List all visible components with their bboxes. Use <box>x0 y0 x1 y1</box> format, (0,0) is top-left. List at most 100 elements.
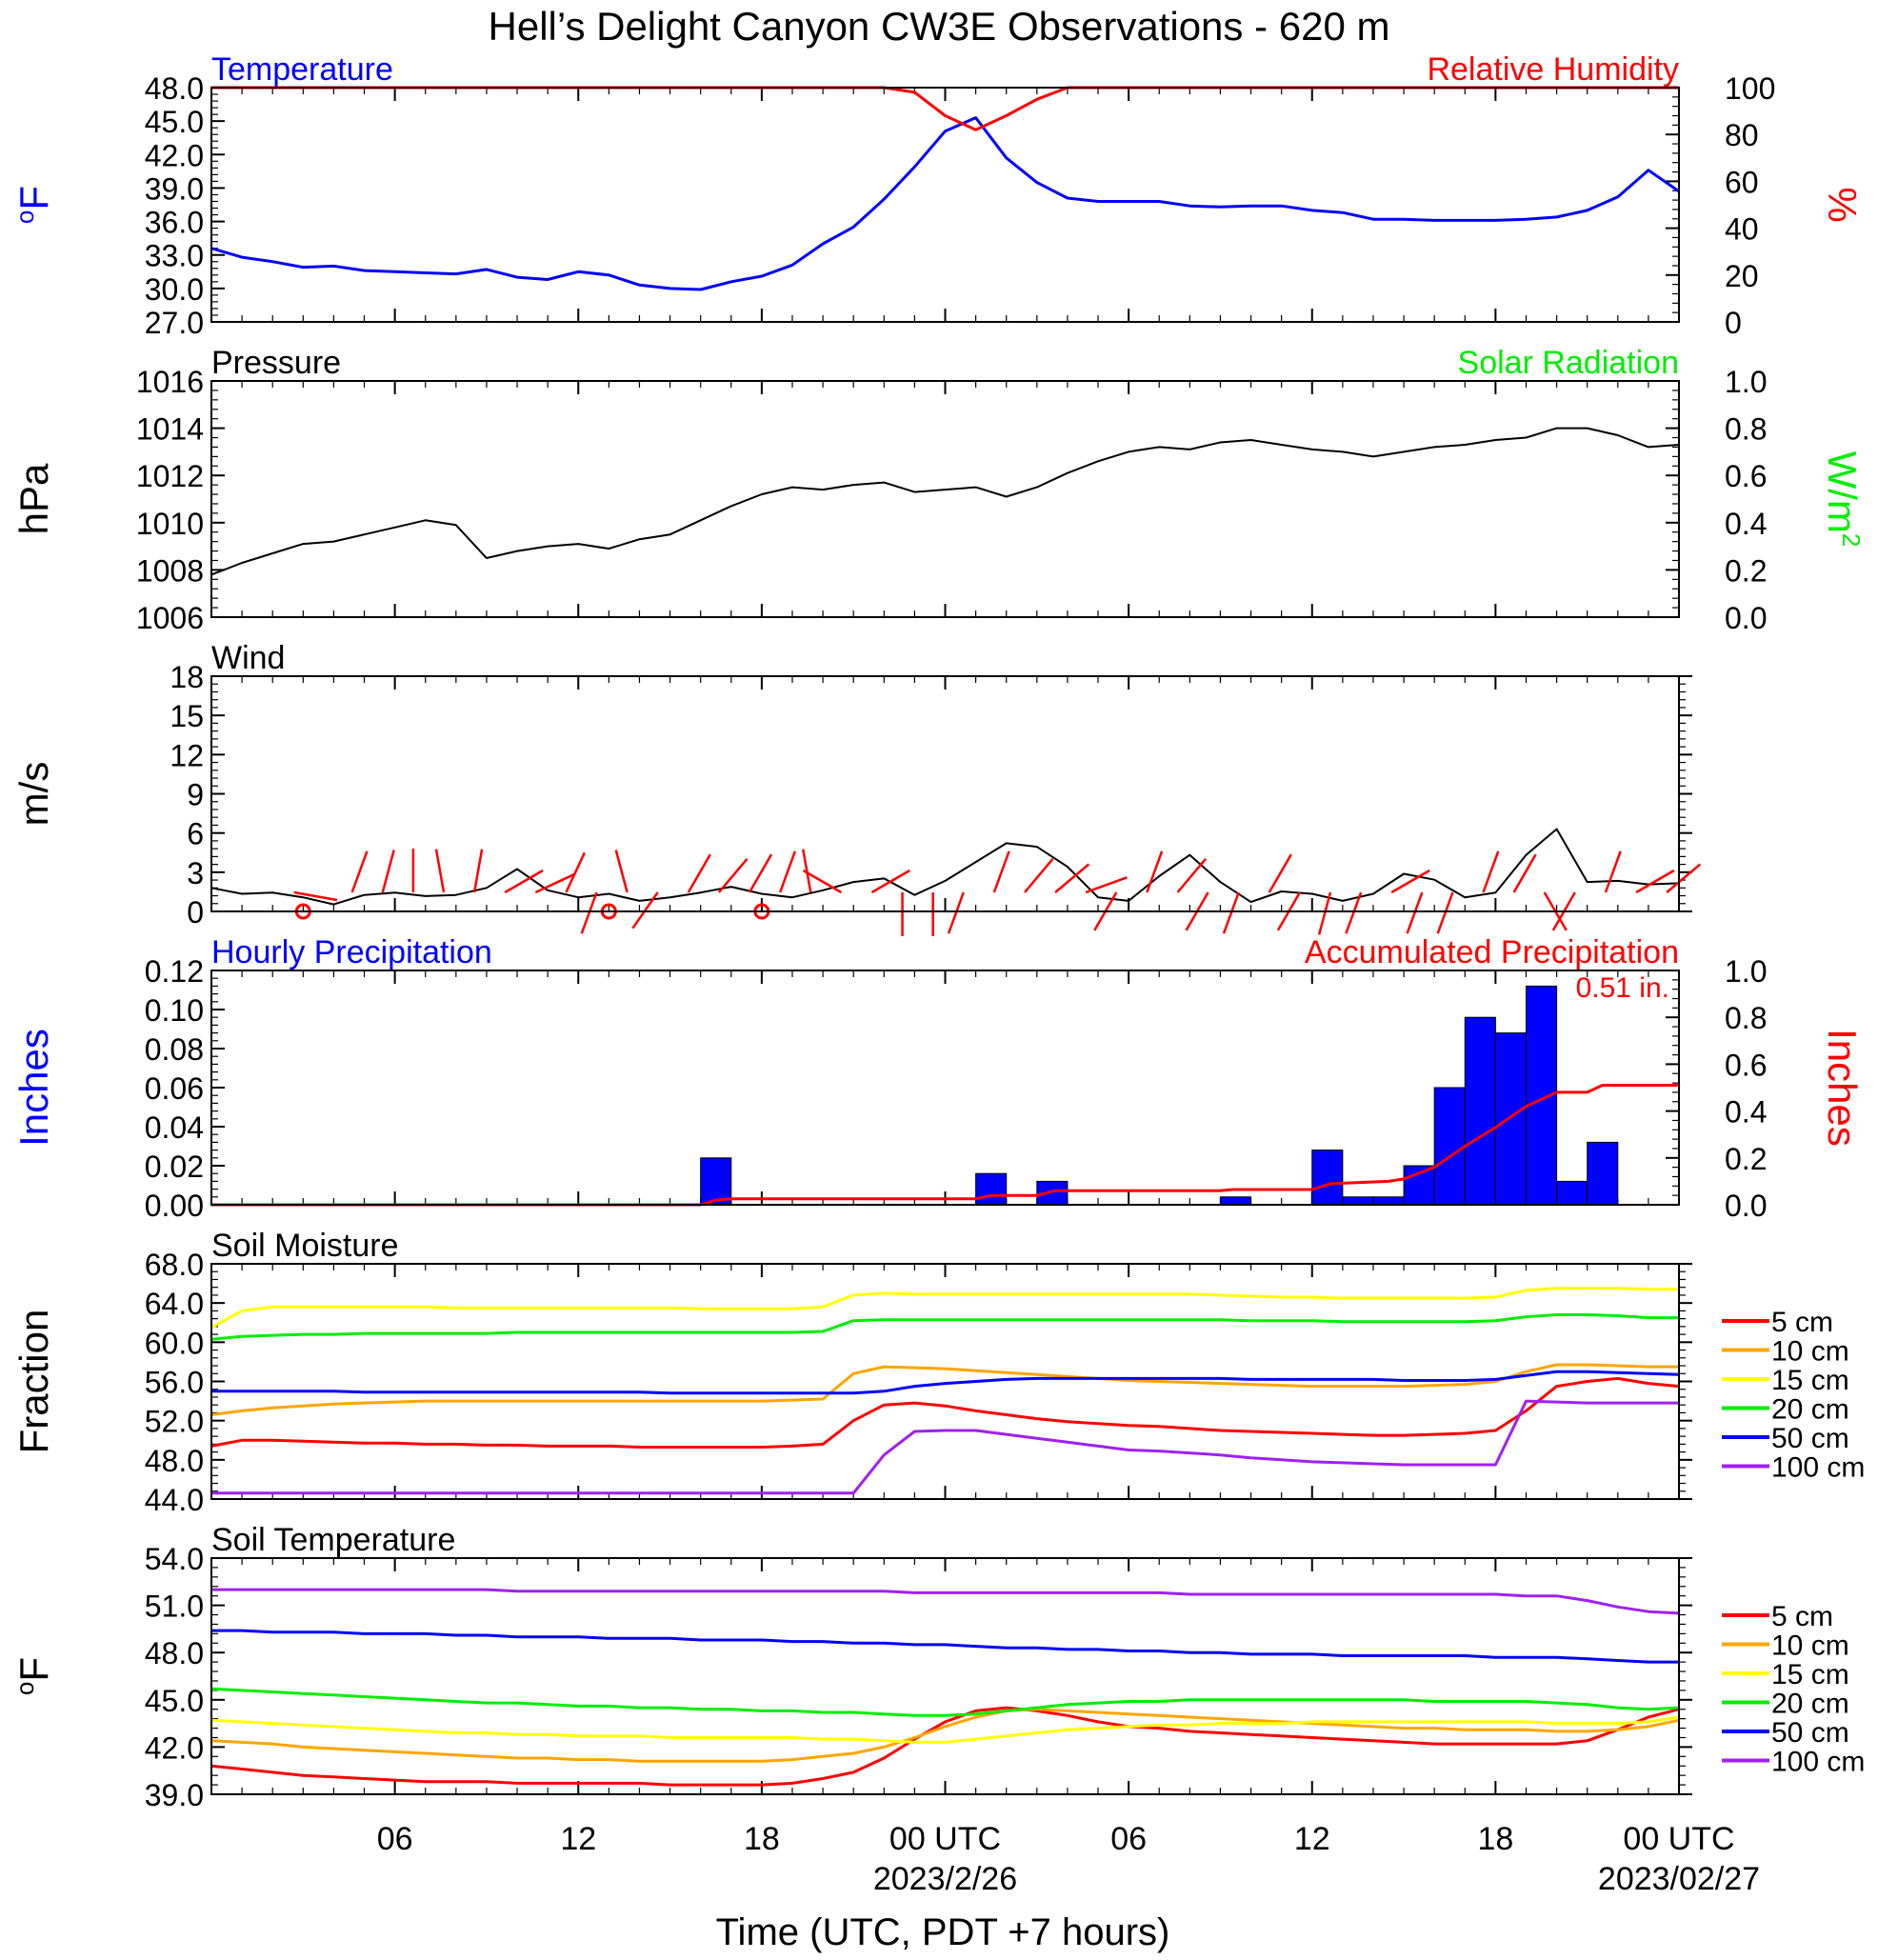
wind-barb <box>504 869 544 894</box>
panel-frame <box>210 675 1680 912</box>
y-tick-label: 60.0 <box>145 1326 204 1360</box>
y-tick-label: 1006 <box>136 601 204 635</box>
y2-tick-label: 1.0 <box>1725 954 1767 989</box>
y-tick-label: 0.12 <box>145 954 204 989</box>
wind-barb <box>614 850 629 893</box>
wind-barb <box>350 850 369 893</box>
y2-tick-label: 20 <box>1725 259 1759 293</box>
panel-temp_rh: 27.030.033.036.039.042.045.048.0 0 20 40 60 8… <box>10 51 1865 340</box>
y-tick-label: 56.0 <box>145 1366 204 1400</box>
y2-tick-label: 0.8 <box>1725 1001 1767 1035</box>
hourly-precip-bar <box>1372 1196 1405 1206</box>
series-line-100-cm <box>211 1399 1679 1495</box>
wind-barb <box>1222 891 1240 934</box>
legend-label: 15 cm <box>1771 1365 1849 1396</box>
wind-barb <box>1024 857 1054 893</box>
y2-tick-label: 0.0 <box>1725 1189 1767 1223</box>
wind-barb <box>1666 863 1702 893</box>
series-line-50-cm <box>211 1629 1679 1664</box>
wind-barb <box>1146 850 1164 893</box>
y2-tick-label: 0.2 <box>1725 553 1767 588</box>
wind-barb <box>434 849 446 893</box>
y-tick-label: 1014 <box>136 412 204 447</box>
y-tick-label: 6 <box>187 817 204 851</box>
wind-barb <box>580 891 598 934</box>
panel-title-right: Accumulated Precipitation <box>1305 934 1679 970</box>
hourly-precip-bar <box>975 1172 1008 1206</box>
series-line-15-cm <box>210 1715 1680 1744</box>
y2-tick-label: 1.0 <box>1725 365 1767 399</box>
series-line-pressure <box>210 427 1680 576</box>
hourly-precip-bar <box>1494 1032 1527 1206</box>
y-tick-label: 68.0 <box>145 1248 204 1282</box>
legend-label: 50 cm <box>1771 1717 1849 1749</box>
panel-frame <box>210 380 1680 618</box>
hourly-precip-bar <box>1556 1180 1588 1206</box>
panel-title-left: Temperature <box>211 51 393 88</box>
wind-barb <box>778 850 797 893</box>
series-line-5-cm <box>210 1706 1680 1787</box>
wind-barb <box>1635 869 1675 894</box>
y-tick-label: 48.0 <box>145 1636 204 1670</box>
legend-label: 100 cm <box>1771 1747 1865 1778</box>
wind-barb <box>1176 857 1208 893</box>
x-tick-label: 00 UTC <box>889 1821 1001 1857</box>
wind-barb <box>802 869 842 894</box>
panel-title-left: Pressure <box>211 345 341 381</box>
y-tick-label: 1016 <box>136 365 204 399</box>
y-tick-label: 0 <box>187 895 204 930</box>
y-tick-label: 52.0 <box>145 1405 204 1439</box>
panel-precip: 0.00 0.02 0.04 0.06 0.08 0.10 0.12 0.0 0.2 0.4 0.6… <box>11 934 1865 1223</box>
wind-barb <box>870 869 910 894</box>
y-tick-label: 0.06 <box>145 1071 204 1106</box>
wind-barb <box>992 850 1010 893</box>
wind-barb <box>631 891 659 930</box>
time-axis: 06 12 18 00 UTC 06 12 18 00 UTC 2023/2/26 2023/02… <box>377 1821 1760 1897</box>
y-tick-label: 51.0 <box>145 1590 204 1624</box>
y-tick-label: 0.08 <box>145 1032 204 1067</box>
y-tick-label: 27.0 <box>145 306 204 340</box>
accumulated-annotation: 0.51 in. <box>1576 972 1669 1004</box>
wind-barb <box>1317 891 1332 935</box>
wind-barb <box>687 853 711 893</box>
y-tick-label: 42.0 <box>145 1730 204 1765</box>
hourly-precip-bar <box>1464 1016 1496 1206</box>
y2-tick-label: 0.4 <box>1725 1095 1767 1130</box>
wind-barb <box>293 890 338 902</box>
wind-barb <box>748 853 773 893</box>
wind-barb <box>381 850 395 893</box>
y-tick-label: 1010 <box>136 507 204 541</box>
wind-barb <box>1390 869 1430 894</box>
hourly-precip-bar <box>1219 1196 1252 1206</box>
panel-title-left: Soil Temperature <box>211 1522 455 1558</box>
y-tick-label: 48.0 <box>145 1444 204 1478</box>
panel-frame <box>210 1557 1680 1795</box>
x-tick-label: 18 <box>1477 1821 1513 1857</box>
y-tick-label: 45.0 <box>145 105 204 139</box>
series-line-5-cm <box>210 1376 1680 1449</box>
x-date-label: 2023/2/26 <box>873 1861 1017 1897</box>
y2-tick-label: 80 <box>1725 118 1759 152</box>
panel-title-right: Relative Humidity <box>1427 51 1679 88</box>
series-line-20-cm <box>210 1313 1679 1341</box>
y2-tick-label: 0.2 <box>1725 1142 1767 1176</box>
wind-barb <box>802 849 812 893</box>
y2-tick-label: 0.6 <box>1725 459 1767 493</box>
x-tick-label: 18 <box>744 1821 780 1857</box>
y-tick-label: 45.0 <box>145 1684 204 1718</box>
x-tick-label: 06 <box>377 1821 413 1857</box>
y2-axis-label: W/m2 <box>1820 451 1866 548</box>
y-tick-label: 1008 <box>136 553 204 588</box>
x-tick-label: 12 <box>1294 1821 1330 1857</box>
y-axis-label: oF <box>10 1657 56 1695</box>
legend-label: 20 cm <box>1771 1394 1849 1426</box>
panel-frame <box>210 1263 1680 1500</box>
legend-label: 5 cm <box>1771 1601 1833 1632</box>
figure-title: Hell’s Delight Canyon CW3E Observations … <box>489 4 1390 49</box>
y-tick-label: 15 <box>170 699 204 733</box>
y-axis-label: m/s <box>11 762 56 827</box>
series-line-50-cm <box>211 1370 1680 1395</box>
y-axis-label: hPa <box>11 463 56 534</box>
hourly-precip-bar <box>1403 1165 1435 1206</box>
